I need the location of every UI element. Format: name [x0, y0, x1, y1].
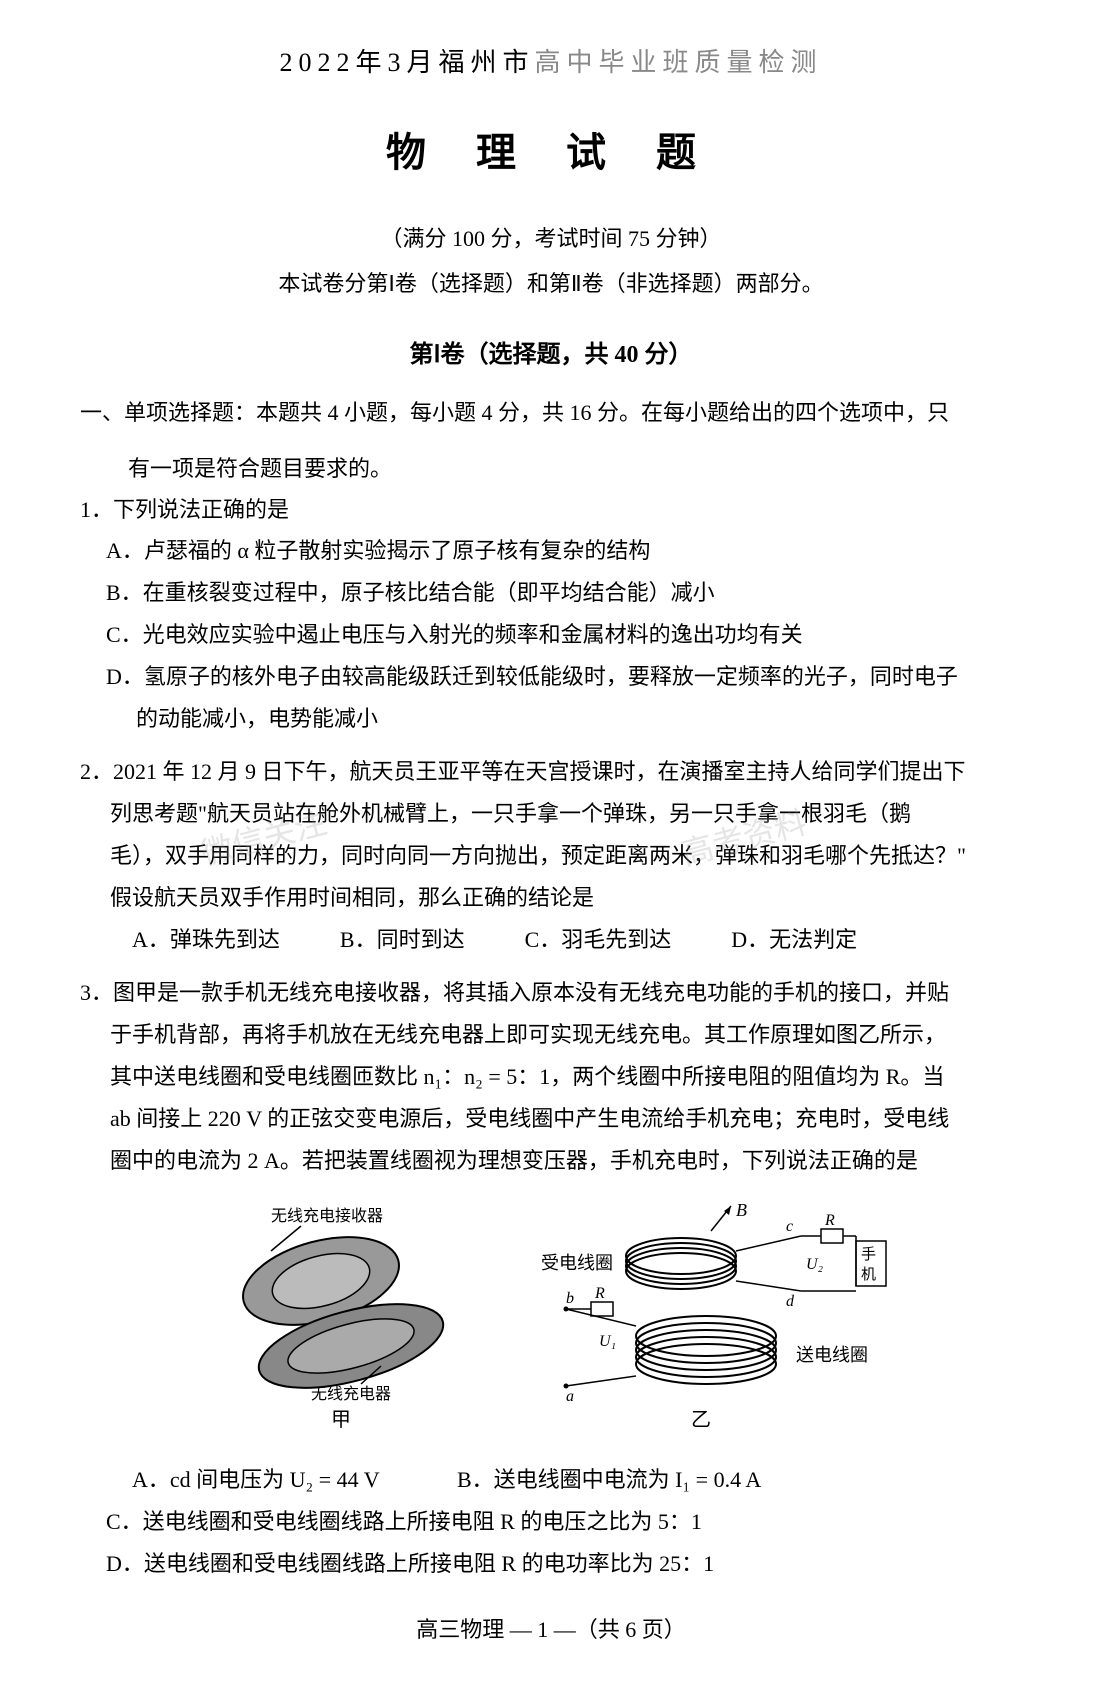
- diagram-left-label: 甲: [211, 1401, 471, 1439]
- label-phone-1: 手: [861, 1246, 876, 1263]
- footer: 高三物理 — 1 —（共 6 页）: [80, 1610, 1022, 1650]
- q3-optC: C．送电线圈和受电线圈线路上所接电阻 R 的电压之比为 5：1: [80, 1501, 1022, 1543]
- q2-optB: B．同时到达: [340, 919, 465, 961]
- q1-optD-cont: 的动能减小，电势能减小: [80, 698, 1022, 740]
- q1-text: 1．下列说法正确的是: [80, 489, 1022, 531]
- diagram-container: 无线充电接收器 无线充电器 甲: [80, 1201, 1022, 1439]
- page-container: 2022年3月福州市高中毕业班质量检测 物 理 试 题 （满分 100 分，考试…: [80, 40, 1022, 1649]
- question-2: 2．2021 年 12 月 9 日下午，航天员王亚平等在天宫授课时，在演播室主持…: [80, 751, 1022, 960]
- q3-optA: A．cd 间电压为 U₂ = 44 V: [132, 1459, 432, 1501]
- label-b: b: [566, 1290, 574, 1307]
- section1-title: 第Ⅰ卷（选择题，共 40 分）: [80, 334, 1022, 377]
- diagram-left-svg: 无线充电接收器 无线充电器: [211, 1201, 471, 1401]
- q3-options-row1: A．cd 间电压为 U₂ = 44 V B．送电线圈中电流为 I₁ = 0.4 …: [80, 1459, 1022, 1501]
- question-1: 1．下列说法正确的是 A．卢瑟福的 α 粒子散射实验揭示了原子核有复杂的结构 B…: [80, 489, 1022, 740]
- q2-line2: 列思考题"航天员站在舱外机械臂上，一只手拿一个弹珠，另一只手拿一根羽毛（鹅: [80, 793, 1022, 835]
- q3-line1: 3．图甲是一款手机无线充电接收器，将其插入原本没有无线充电功能的手机的接口，并贴: [80, 972, 1022, 1014]
- q2-line1: 2．2021 年 12 月 9 日下午，航天员王亚平等在天宫授课时，在演播室主持…: [80, 751, 1022, 793]
- q1-optC: C．光电效应实验中遏止电压与入射光的频率和金属材料的逸出功均有关: [80, 614, 1022, 656]
- main-title: 物 理 试 题: [80, 117, 1022, 189]
- diagram-right-label: 乙: [511, 1401, 891, 1439]
- label-U2: U₂: [806, 1256, 824, 1273]
- label-a: a: [566, 1388, 574, 1401]
- sub-info-2: 本试卷分第Ⅰ卷（选择题）和第Ⅱ卷（非选择题）两部分。: [80, 264, 1022, 304]
- q1-optA: A．卢瑟福的 α 粒子散射实验揭示了原子核有复杂的结构: [80, 530, 1022, 572]
- label-send-coil: 送电线圈: [796, 1345, 868, 1365]
- q3-optB: B．送电线圈中电流为 I₁ = 0.4 A: [457, 1459, 761, 1501]
- label-R1: R: [594, 1285, 605, 1302]
- q3-optD: D．送电线圈和受电线圈线路上所接电阻 R 的电功率比为 25：1: [80, 1543, 1022, 1585]
- q2-line3: 毛），双手用同样的力，同时向同一方向抛出，预定距离两米，弹珠和羽毛哪个先抵达？": [80, 835, 1022, 877]
- label-R2: R: [824, 1212, 835, 1229]
- label-receiver: 无线充电接收器: [271, 1207, 383, 1225]
- diagram-right-svg: B 受电线圈 c R: [511, 1201, 891, 1401]
- diagram-right-wrapper: B 受电线圈 c R: [511, 1201, 891, 1439]
- q2-options: A．弹珠先到达 B．同时到达 C．羽毛先到达 D．无法判定: [80, 919, 1022, 961]
- instruction-1: 一、单项选择题：本题共 4 小题，每小题 4 分，共 16 分。在每小题给出的四…: [80, 392, 1022, 434]
- diagram-right: B 受电线圈 c R: [511, 1201, 891, 1401]
- instruction-1-cont: 有一项是符合题目要求的。: [80, 449, 1022, 489]
- question-3: 3．图甲是一款手机无线充电接收器，将其插入原本没有无线充电功能的手机的接口，并贴…: [80, 972, 1022, 1584]
- sub-info-1: （满分 100 分，考试时间 75 分钟）: [80, 219, 1022, 259]
- q1-optB: B．在重核裂变过程中，原子核比结合能（即平均结合能）减小: [80, 572, 1022, 614]
- diagram-left-wrapper: 无线充电接收器 无线充电器 甲: [211, 1201, 471, 1439]
- q3-line2: 于手机背部，再将手机放在无线充电器上即可实现无线充电。其工作原理如图乙所示，: [80, 1014, 1022, 1056]
- q2-optD: D．无法判定: [731, 919, 857, 961]
- q2-line4: 假设航天员双手作用时间相同，那么正确的结论是: [80, 877, 1022, 919]
- label-d: d: [786, 1293, 795, 1310]
- label-phone-2: 机: [861, 1266, 876, 1283]
- header-title: 2022年3月福州市高中毕业班质量检测: [80, 40, 1022, 87]
- q2-optC: C．羽毛先到达: [525, 919, 672, 961]
- label-U1: U₁: [599, 1333, 616, 1350]
- diagram-left: 无线充电接收器 无线充电器: [211, 1201, 471, 1401]
- label-B: B: [736, 1201, 747, 1220]
- q3-line3: 其中送电线圈和受电线圈匝数比 n₁：n₂ = 5：1，两个线圈中所接电阻的阻值均…: [80, 1056, 1022, 1098]
- label-c: c: [786, 1218, 793, 1235]
- header-gray: 高中毕业班质量检测: [535, 48, 823, 77]
- header-black: 2022年3月福州市: [279, 48, 534, 77]
- label-charger: 无线充电器: [311, 1385, 391, 1401]
- q2-optA: A．弹珠先到达: [132, 919, 280, 961]
- label-receive-coil: 受电线圈: [541, 1253, 613, 1273]
- q3-line4: ab 间接上 220 V 的正弦交变电源后，受电线圈中产生电流给手机充电；充电时…: [80, 1098, 1022, 1140]
- q3-line5: 圈中的电流为 2 A。若把装置线圈视为理想变压器，手机充电时，下列说法正确的是: [80, 1140, 1022, 1182]
- q1-optD: D．氢原子的核外电子由较高能级跃迁到较低能级时，要释放一定频率的光子，同时电子: [80, 656, 1022, 698]
